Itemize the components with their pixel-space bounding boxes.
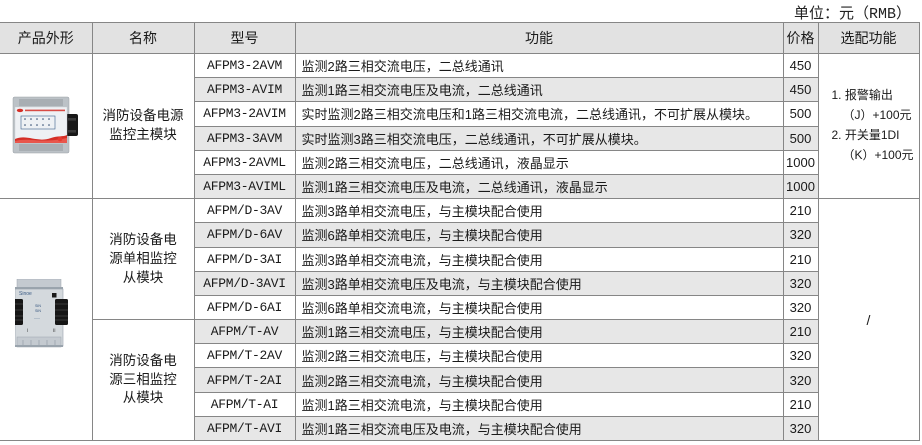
svg-text:SIN: SIN <box>35 309 41 313</box>
svg-text:SIN: SIN <box>35 304 41 308</box>
svg-text:Ⅰ: Ⅰ <box>25 328 30 333</box>
svg-text:Ⅱ: Ⅱ <box>52 328 57 333</box>
svg-text:Sinoe: Sinoe <box>19 291 32 297</box>
svg-text:——: —— <box>34 316 40 320</box>
